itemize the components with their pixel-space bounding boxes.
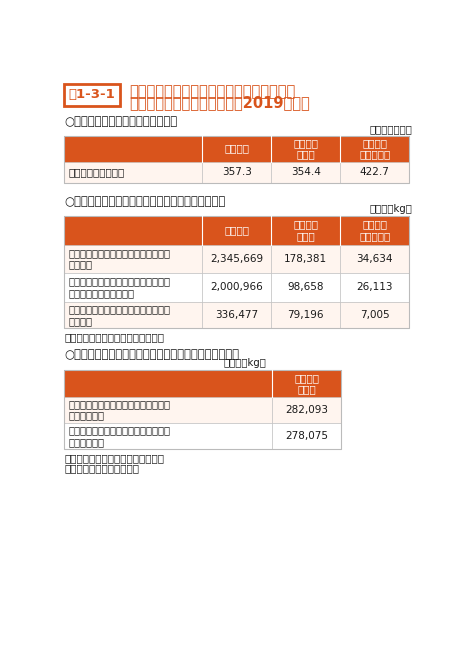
Bar bbox=[202, 302, 271, 328]
Text: ○冷媒として使用されていたフロン類の回収重量等: ○冷媒として使用されていたフロン類の回収重量等 bbox=[64, 195, 226, 208]
Bar bbox=[64, 371, 341, 449]
Text: エアコン: エアコン bbox=[224, 143, 249, 154]
Bar bbox=[64, 302, 202, 328]
Bar bbox=[64, 371, 272, 397]
Bar bbox=[271, 162, 340, 183]
Text: 家電リサイクル法に基づく再商品化による: 家電リサイクル法に基づく再商品化による bbox=[129, 84, 296, 99]
Bar bbox=[271, 215, 340, 245]
Bar bbox=[202, 162, 271, 183]
Bar bbox=[202, 136, 271, 162]
Text: 34,634: 34,634 bbox=[357, 253, 393, 264]
Bar bbox=[272, 422, 341, 449]
Text: 冷蔵庫・
冷凍庫: 冷蔵庫・ 冷凍庫 bbox=[294, 373, 319, 394]
Text: 79,196: 79,196 bbox=[287, 310, 324, 320]
Bar bbox=[272, 397, 341, 422]
Text: 282,093: 282,093 bbox=[285, 405, 328, 415]
Text: 断熱材に含まれる液化回収したフロン
類の回収重量: 断熱材に含まれる液化回収したフロン 類の回収重量 bbox=[68, 399, 170, 421]
Bar bbox=[64, 215, 409, 328]
Bar bbox=[340, 215, 409, 245]
Text: フロン類の回収量・破壊量（2019年度）: フロン類の回収量・破壊量（2019年度） bbox=[129, 95, 310, 110]
Bar bbox=[271, 272, 340, 302]
Bar bbox=[271, 245, 340, 272]
Text: （単位：kg）: （単位：kg） bbox=[224, 358, 266, 368]
Text: 注：値は全て小数点以下を切捨て。: 注：値は全て小数点以下を切捨て。 bbox=[64, 453, 164, 463]
Text: 冷媒として使用されていたフロン類の
破壊重量: 冷媒として使用されていたフロン類の 破壊重量 bbox=[68, 304, 170, 326]
Bar bbox=[64, 215, 202, 245]
Bar bbox=[64, 136, 409, 183]
Bar bbox=[202, 272, 271, 302]
Bar bbox=[202, 215, 271, 245]
Text: 26,113: 26,113 bbox=[357, 282, 393, 292]
Bar bbox=[271, 302, 340, 328]
Bar bbox=[64, 272, 202, 302]
Text: 2,000,966: 2,000,966 bbox=[210, 282, 263, 292]
Bar bbox=[340, 272, 409, 302]
Bar bbox=[340, 162, 409, 183]
Text: （単位：万台）: （単位：万台） bbox=[369, 124, 412, 134]
Text: 2,345,669: 2,345,669 bbox=[210, 253, 263, 264]
Text: 洗濯機・
衣類乾燥機: 洗濯機・ 衣類乾燥機 bbox=[359, 138, 390, 159]
Text: 98,658: 98,658 bbox=[287, 282, 324, 292]
Text: （単位：kg）: （単位：kg） bbox=[369, 204, 412, 214]
Text: 断熱材に含まれる液化回収したフロン
類の破壊重量: 断熱材に含まれる液化回収したフロン 類の破壊重量 bbox=[68, 425, 170, 447]
Text: 336,477: 336,477 bbox=[215, 310, 259, 320]
Bar bbox=[271, 136, 340, 162]
Bar bbox=[340, 245, 409, 272]
Text: 表1-3-1: 表1-3-1 bbox=[69, 88, 116, 102]
Bar bbox=[64, 162, 202, 183]
Text: 278,075: 278,075 bbox=[285, 431, 328, 441]
Text: 資料：環境省、経済産業省: 資料：環境省、経済産業省 bbox=[64, 464, 140, 474]
Text: ○廃家電４品目の再商品化実施状況: ○廃家電４品目の再商品化実施状況 bbox=[64, 115, 178, 128]
Text: 357.3: 357.3 bbox=[222, 167, 252, 177]
Bar bbox=[272, 371, 341, 397]
Bar bbox=[202, 245, 271, 272]
Bar bbox=[64, 84, 120, 105]
Text: 7,005: 7,005 bbox=[360, 310, 390, 320]
Bar bbox=[340, 136, 409, 162]
Text: 洗濯機・
衣類乾燥機: 洗濯機・ 衣類乾燥機 bbox=[359, 219, 390, 241]
Text: 注：値は全て小数点以下を切捨て。: 注：値は全て小数点以下を切捨て。 bbox=[64, 332, 164, 342]
Text: 冷蔵庫・
冷凍庫: 冷蔵庫・ 冷凍庫 bbox=[293, 219, 318, 241]
Bar bbox=[64, 422, 272, 449]
Text: 178,381: 178,381 bbox=[284, 253, 327, 264]
Bar bbox=[64, 397, 272, 422]
Text: 冷媒として使用されていたフロン類の
回収重量: 冷媒として使用されていたフロン類の 回収重量 bbox=[68, 248, 170, 270]
Bar bbox=[340, 302, 409, 328]
Text: ○断熱材に含まれる液化回収したフロン類の回収重量等: ○断熱材に含まれる液化回収したフロン類の回収重量等 bbox=[64, 348, 239, 361]
Text: 冷蔵庫・
冷凍庫: 冷蔵庫・ 冷凍庫 bbox=[293, 138, 318, 159]
Text: 冷媒として使用されていたフロン類の
再生又は再利用した重量: 冷媒として使用されていたフロン類の 再生又は再利用した重量 bbox=[68, 276, 170, 298]
Text: 354.4: 354.4 bbox=[291, 167, 321, 177]
Bar bbox=[64, 245, 202, 272]
Text: 再商品化等処理台数: 再商品化等処理台数 bbox=[68, 167, 125, 177]
Text: エアコン: エアコン bbox=[224, 225, 249, 235]
Bar bbox=[64, 136, 202, 162]
Text: 422.7: 422.7 bbox=[360, 167, 390, 177]
